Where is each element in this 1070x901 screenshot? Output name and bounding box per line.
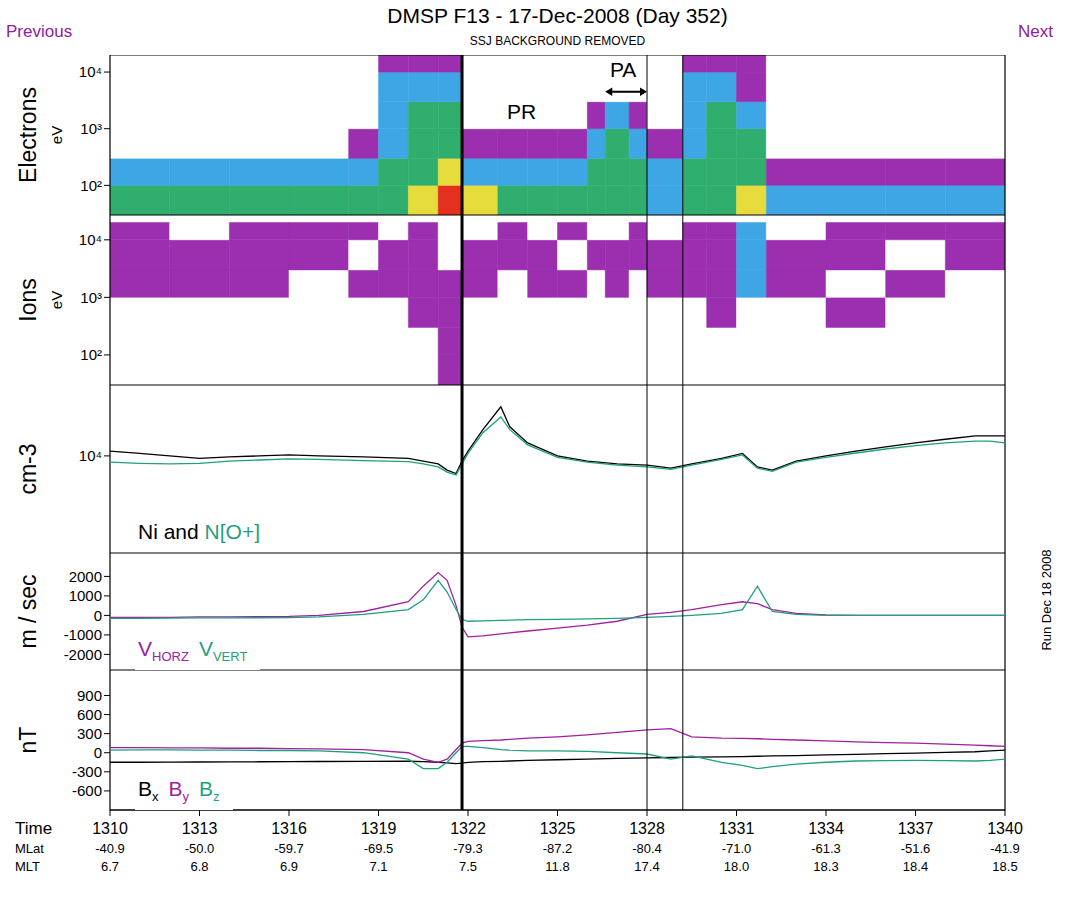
svg-text:-40.9: -40.9 (95, 841, 125, 856)
svg-text:Electrons: Electrons (15, 87, 41, 183)
svg-text:10²: 10² (80, 177, 102, 194)
svg-text:10⁴: 10⁴ (79, 447, 102, 464)
svg-text:1319: 1319 (361, 820, 397, 837)
svg-text:2000: 2000 (69, 568, 102, 585)
html-text:Ni and N[O+]: Ni and N[O+] (138, 520, 260, 543)
svg-text:cm-3: cm-3 (15, 443, 41, 494)
svg-text:1334: 1334 (808, 820, 844, 837)
svg-text:18.3: 18.3 (813, 859, 838, 874)
svg-text:18.0: 18.0 (724, 859, 749, 874)
html-text:VVERT: VVERT (198, 637, 248, 665)
svg-text:1316: 1316 (271, 820, 307, 837)
svg-text:1322: 1322 (450, 820, 486, 837)
html-text:Bz: Bz (199, 777, 220, 805)
svg-text:10³: 10³ (80, 289, 102, 306)
svg-text:300: 300 (77, 725, 102, 742)
svg-text:1337: 1337 (898, 820, 934, 837)
svg-text:1328: 1328 (629, 820, 665, 837)
svg-text:-71.0: -71.0 (722, 841, 752, 856)
html-text:SSJ BACKGROUND REMOVED: SSJ BACKGROUND REMOVED (469, 34, 646, 48)
svg-text:-2000: -2000 (64, 646, 102, 663)
svg-text:Time: Time (15, 819, 52, 838)
svg-text:10⁴: 10⁴ (79, 63, 102, 80)
svg-text:-61.3: -61.3 (811, 841, 841, 856)
svg-text:eV: eV (48, 291, 65, 309)
svg-text:PA: PA (610, 58, 636, 81)
svg-text:-69.5: -69.5 (364, 841, 394, 856)
html-text:Previous: Previous (6, 22, 73, 41)
svg-text:10²: 10² (80, 346, 102, 363)
svg-text:1340: 1340 (987, 820, 1023, 837)
svg-text:eV: eV (48, 126, 65, 144)
svg-text:nT: nT (15, 727, 41, 754)
svg-text:18.5: 18.5 (992, 859, 1017, 874)
svg-text:-1000: -1000 (64, 626, 102, 643)
svg-text:0: 0 (94, 744, 102, 761)
svg-text:-80.4: -80.4 (632, 841, 662, 856)
svg-text:Ions: Ions (15, 278, 41, 321)
svg-text:Run Dec 18 2008: Run Dec 18 2008 (1039, 549, 1054, 650)
svg-text:PR: PR (507, 100, 536, 123)
svg-text:1331: 1331 (719, 820, 755, 837)
svg-text:6.7: 6.7 (101, 859, 119, 874)
svg-text:-300: -300 (72, 763, 102, 780)
svg-text:18.4: 18.4 (903, 859, 928, 874)
svg-text:-50.0: -50.0 (185, 841, 215, 856)
svg-text:900: 900 (77, 687, 102, 704)
svg-text:600: 600 (77, 706, 102, 723)
svg-text:0: 0 (94, 607, 102, 624)
svg-text:-79.3: -79.3 (453, 841, 483, 856)
html-text:VHORZ: VHORZ (138, 637, 189, 665)
svg-text:-51.6: -51.6 (901, 841, 931, 856)
svg-text:10³: 10³ (80, 120, 102, 137)
html-text:Next: Next (1018, 22, 1053, 41)
html-text:DMSP F13 - 17-Dec-2008 (Day 35: DMSP F13 - 17-Dec-2008 (Day 352) (387, 4, 728, 27)
svg-text:7.5: 7.5 (459, 859, 477, 874)
svg-text:17.4: 17.4 (634, 859, 659, 874)
svg-text:6.9: 6.9 (280, 859, 298, 874)
svg-text:-59.7: -59.7 (274, 841, 304, 856)
svg-text:1313: 1313 (182, 820, 218, 837)
svg-text:-87.2: -87.2 (543, 841, 573, 856)
svg-text:-600: -600 (72, 782, 102, 799)
svg-text:1000: 1000 (69, 587, 102, 604)
svg-text:MLat: MLat (15, 841, 44, 856)
svg-text:6.8: 6.8 (190, 859, 208, 874)
svg-text:1310: 1310 (92, 820, 128, 837)
svg-text:7.1: 7.1 (369, 859, 387, 874)
svg-text:m / sec: m / sec (15, 574, 41, 648)
svg-text:11.8: 11.8 (545, 859, 569, 874)
svg-text:10⁴: 10⁴ (79, 231, 102, 248)
html-text:Bx: Bx (138, 777, 159, 805)
svg-text:1325: 1325 (540, 820, 576, 837)
svg-text:MLT: MLT (15, 859, 40, 874)
html-text:By: By (168, 777, 190, 805)
svg-text:-41.9: -41.9 (990, 841, 1020, 856)
